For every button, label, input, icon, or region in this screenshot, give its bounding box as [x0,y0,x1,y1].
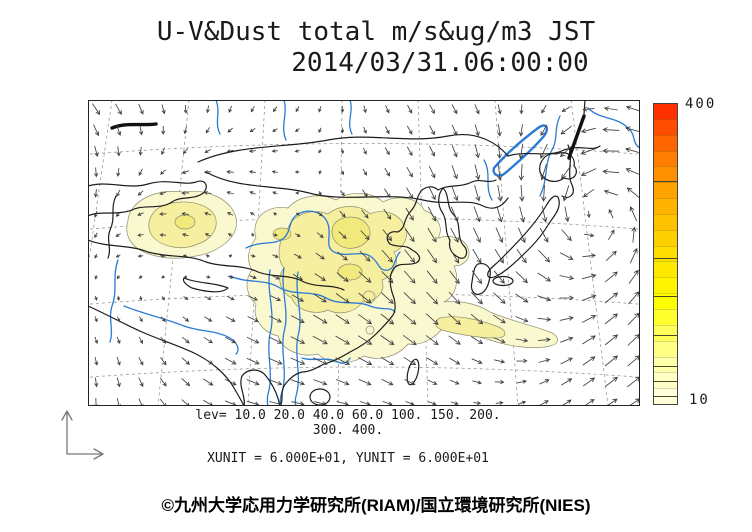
colorbar-min-label: 10 [689,392,710,408]
colorbar-segment [654,261,677,278]
yellow-river [245,210,401,271]
colorbar-level-line [654,257,677,259]
colorbar-max-label: 400 [685,96,717,112]
copyright-text: ©九州大学応用力学研究所(RIAM)/国立環境研究所(NIES) [161,496,591,515]
colorbar-level-line [654,380,677,382]
hokkaido [539,152,577,182]
colorbar-segment [654,372,677,389]
colorbar-segment [654,308,677,325]
colorbar-level-line [654,180,677,182]
colorbar-segment [654,356,677,373]
colorbar-level-line [654,365,677,367]
colorbar [653,103,678,405]
sakhalin [567,114,586,160]
colorbar-segment [654,340,677,357]
korea-peninsula [438,187,468,259]
contour-levels-line2: 300. 400. [312,423,384,438]
dust-wind-map [88,100,640,406]
river-layer [109,100,640,406]
wind-arrows-path [92,103,640,406]
colorbar-segment [654,229,677,246]
map-frame [88,100,640,406]
colorbar-segment [654,277,677,294]
colorbar-segment [654,104,677,119]
colorbar-level-line [654,334,677,336]
yangtze-river [229,275,396,313]
shikoku [492,275,514,287]
x-axis-arrow [66,448,104,460]
map-canvas [88,100,640,406]
wind-vector-layer [92,103,640,406]
chart-title: U-V&Dust total m/s&ug/m3 JST [156,17,596,47]
colorbar-segment [654,150,677,167]
colorbar-level-line [654,296,677,298]
colorbar-segment [654,166,677,183]
y-axis-arrow [61,410,73,455]
contour-levels-line1: lev= 10.0 20.0 40.0 60.0 100. 150. 200. [195,408,501,423]
colorbar-segment [654,324,677,341]
colorbar-segment [654,213,677,230]
colorbar-segment [654,134,677,151]
unit-scale-text: XUNIT = 6.000E+01, YUNIT = 6.000E+01 [207,451,489,466]
lake-balkhash [110,122,158,130]
colorbar-segment [654,388,677,405]
coastline-border-layer [88,100,601,406]
colorbar-segment [654,118,677,135]
lake-baikal [492,124,549,177]
taiwan [406,358,420,386]
unit-vector-legend [61,410,104,460]
kyushu [470,263,491,295]
colorbar-level-line [654,396,677,398]
honshu [487,195,560,279]
chart-timestamp: 2014/03/31.06:00:00 [291,48,589,78]
colorbar-segment [654,245,677,262]
colorbar-segment [654,198,677,214]
colorbar-segment [654,182,677,199]
